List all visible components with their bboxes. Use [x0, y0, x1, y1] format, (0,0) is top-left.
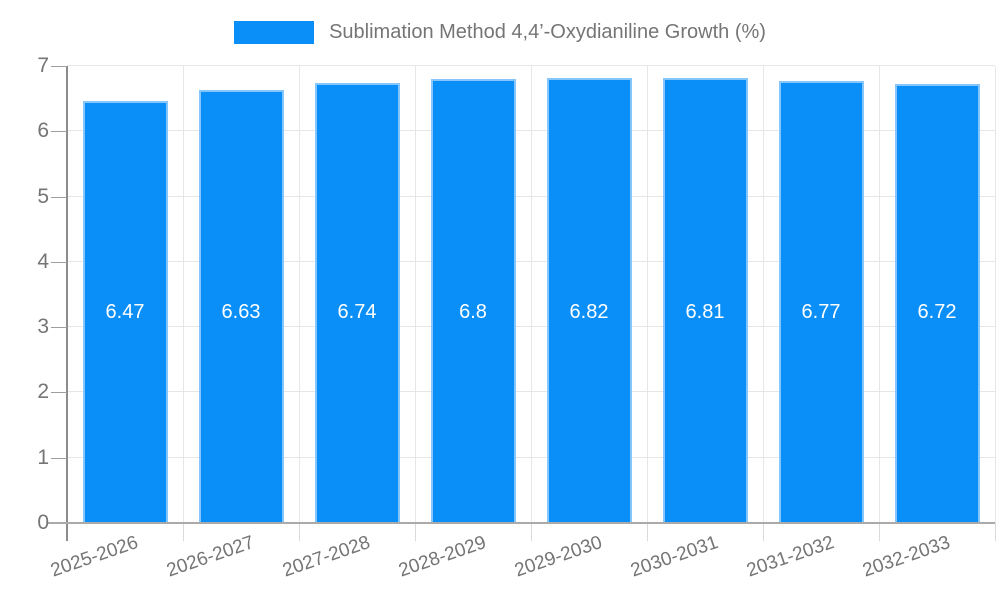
x-gridline: [763, 66, 764, 523]
bar-value-label: 6.47: [105, 301, 145, 323]
y-axis-tick: [51, 457, 67, 459]
x-tick-label: 2029-2030: [512, 532, 605, 582]
bar: [546, 77, 632, 523]
x-gridline: [531, 66, 532, 523]
bar-value-label: 6.81: [685, 301, 725, 323]
y-axis-tick: [51, 392, 67, 394]
x-axis-tick: [647, 523, 648, 541]
x-axis-tick: [995, 523, 996, 541]
y-gridline: [67, 65, 995, 66]
bar-value-label: 6.74: [337, 301, 377, 323]
x-gridline: [183, 66, 184, 523]
x-tick-label: 2031-2032: [744, 532, 837, 582]
bar: [662, 78, 748, 523]
bar-value-label: 6.72: [917, 301, 957, 323]
bar: [198, 90, 284, 523]
legend: Sublimation Method 4,4’-Oxydianiline Gro…: [0, 21, 1000, 44]
y-axis-tick: [51, 327, 67, 329]
x-axis-tick: [531, 523, 532, 541]
bar: [778, 81, 864, 523]
bar: [82, 100, 168, 523]
x-axis-tick: [879, 523, 880, 541]
x-axis-tick: [763, 523, 764, 541]
bar: [894, 84, 980, 523]
x-gridline: [879, 66, 880, 523]
x-axis-line: [48, 522, 995, 524]
x-gridline: [415, 66, 416, 523]
y-tick-label: 7: [37, 54, 49, 77]
x-tick-label: 2027-2028: [280, 532, 373, 582]
y-tick-label: 6: [37, 119, 49, 143]
x-axis-tick: [183, 523, 184, 541]
y-tick-label: 5: [37, 184, 49, 208]
x-tick-label: 2025-2026: [48, 532, 141, 582]
x-tick-label: 2028-2029: [396, 532, 489, 582]
x-tick-label: 2032-2033: [860, 532, 953, 582]
bar-value-label: 6.8: [459, 301, 487, 323]
y-axis-tick: [51, 261, 67, 263]
bar-value-label: 6.63: [221, 301, 261, 323]
bar-value-label: 6.82: [569, 301, 609, 323]
y-tick-label: 3: [37, 315, 49, 339]
x-axis-tick: [415, 523, 416, 541]
x-gridline: [647, 66, 648, 523]
y-tick-label: 4: [37, 249, 49, 273]
bar: [430, 79, 516, 523]
y-axis-tick: [51, 196, 67, 198]
bar: [314, 82, 400, 523]
y-tick-label: 1: [37, 445, 49, 469]
y-axis-line: [66, 66, 68, 541]
x-gridline: [995, 66, 996, 523]
y-axis-tick: [51, 66, 67, 67]
x-axis-tick: [299, 523, 300, 541]
x-tick-label: 2030-2031: [628, 532, 721, 582]
y-tick-label: 2: [37, 380, 49, 404]
bar-value-label: 6.77: [801, 301, 841, 323]
y-tick-label: 0: [37, 511, 49, 534]
x-gridline: [299, 66, 300, 523]
legend-swatch: [234, 21, 315, 44]
legend-label: Sublimation Method 4,4’-Oxydianiline Gro…: [329, 21, 766, 43]
y-axis-tick: [51, 131, 67, 133]
plot-area: 6.47 6.63 6.74 6.8 6.82 6.81 6.77 6.72: [48, 65, 996, 541]
x-tick-label: 2026-2027: [164, 532, 257, 582]
